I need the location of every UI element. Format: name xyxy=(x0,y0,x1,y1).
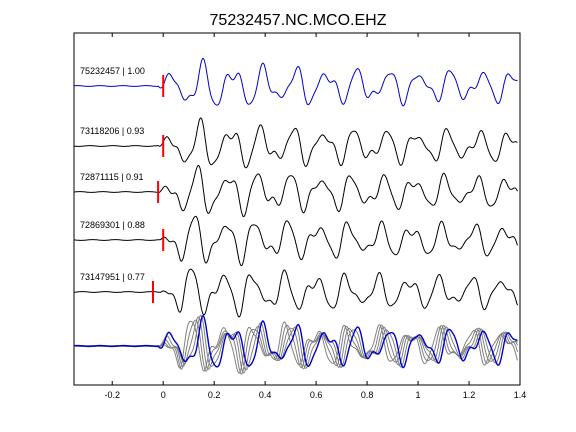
x-tick-label: 0.2 xyxy=(208,390,221,400)
trace-label: 75232457 | 1.00 xyxy=(80,66,145,76)
trace-label: 73147951 | 0.77 xyxy=(80,272,145,282)
trace-line xyxy=(73,117,518,169)
plot-frame xyxy=(73,32,521,386)
trace-line xyxy=(73,57,518,107)
x-tick-label: 0.8 xyxy=(361,390,374,400)
x-tick-label: 0 xyxy=(161,390,166,400)
x-tick-label: -0.2 xyxy=(104,390,120,400)
x-tick-label: 0.6 xyxy=(310,390,323,400)
trace-label: 72871115 | 0.91 xyxy=(80,172,144,182)
trace-line xyxy=(74,164,518,218)
x-tick-label: 1.2 xyxy=(463,390,476,400)
trace-label: 73118206 | 0.93 xyxy=(80,126,144,136)
stack-reference-line xyxy=(74,315,518,369)
trace-label: 72869301 | 0.88 xyxy=(80,220,145,230)
stack-trace-line xyxy=(73,319,518,375)
trace-group: 75232457 | 1.00 73118206 | 0.93 72871115 |… xyxy=(73,57,518,375)
x-tick-label: 1 xyxy=(416,390,421,400)
stack-trace-line xyxy=(73,314,518,371)
x-tick-label: 1.4 xyxy=(514,390,527,400)
trace-line xyxy=(73,268,518,318)
x-axis: -0.2 0 0.2 0.4 0.6 0.8 1 1.2 1.4 xyxy=(104,33,526,400)
stack-trace-line xyxy=(74,316,518,374)
x-tick-label: 0.4 xyxy=(259,390,272,400)
trace-line xyxy=(73,215,518,267)
chart-title: 75232457.NC.MCO.EHZ xyxy=(210,12,387,29)
